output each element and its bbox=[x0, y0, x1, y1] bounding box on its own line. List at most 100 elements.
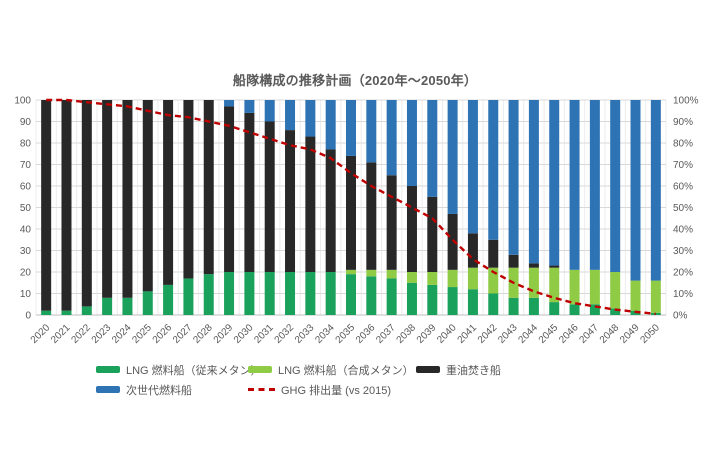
x-axis-label: 2028 bbox=[191, 322, 215, 346]
bar-segment bbox=[224, 272, 235, 315]
bar-segment bbox=[528, 100, 539, 264]
y-axis-label-left: 40 bbox=[20, 225, 32, 236]
bar-segment bbox=[305, 100, 316, 137]
bar-segment bbox=[508, 297, 519, 315]
x-axis-label: 2023 bbox=[90, 322, 114, 346]
bar-segment bbox=[386, 269, 397, 279]
bar-segment bbox=[61, 100, 72, 311]
bar-segment bbox=[508, 254, 519, 268]
y-axis-label-left: 100 bbox=[14, 96, 31, 107]
x-axis-label: 2037 bbox=[374, 322, 398, 346]
bar-segment bbox=[305, 272, 316, 315]
y-axis-label-right: 80% bbox=[673, 139, 693, 150]
bar-segment bbox=[650, 280, 661, 313]
bar-segment bbox=[366, 100, 377, 163]
y-axis-label-right: 20% bbox=[673, 268, 693, 279]
x-axis-label: 2020 bbox=[29, 322, 53, 346]
legend-item-next-generation: 次世代燃料船 bbox=[96, 381, 248, 398]
bar-segment bbox=[346, 155, 356, 270]
bar-segment bbox=[589, 269, 600, 305]
bar-segment bbox=[406, 282, 417, 315]
bar-segment bbox=[650, 100, 661, 281]
bar-segment bbox=[325, 149, 336, 272]
bar-segment bbox=[569, 100, 580, 270]
bar-segment bbox=[264, 100, 275, 122]
x-axis-label: 2050 bbox=[638, 322, 662, 346]
bar-segment bbox=[589, 100, 600, 270]
legend-dash-ghg-emissions-line bbox=[248, 388, 275, 391]
bar-segment bbox=[528, 267, 539, 298]
bar-segment bbox=[488, 267, 499, 294]
x-axis-label: 2048 bbox=[598, 322, 622, 346]
x-axis-label: 2029 bbox=[212, 322, 236, 346]
y-axis-label-left: 50 bbox=[20, 203, 32, 214]
legend-label: GHG 排出量 (vs 2015) bbox=[281, 384, 392, 397]
x-axis-label: 2044 bbox=[517, 322, 541, 346]
bar-segment bbox=[467, 289, 478, 315]
bar-segment bbox=[203, 274, 214, 315]
bar-segment bbox=[427, 272, 438, 285]
y-axis-label-right: 30% bbox=[673, 246, 693, 257]
x-axis-label: 2049 bbox=[618, 322, 642, 346]
bar-segment bbox=[346, 274, 356, 315]
bar-segment bbox=[122, 297, 133, 315]
bar-segment bbox=[264, 272, 275, 315]
bar-segment bbox=[610, 308, 621, 315]
bar-segment bbox=[386, 175, 397, 270]
bar-segment bbox=[244, 112, 255, 273]
bar-segment bbox=[41, 100, 52, 311]
bar-segment bbox=[386, 100, 397, 176]
y-axis-label-right: 100% bbox=[673, 96, 699, 107]
bar-segment bbox=[61, 310, 72, 315]
x-axis-label: 2026 bbox=[151, 322, 175, 346]
bar-segment bbox=[285, 130, 296, 272]
y-axis-label-left: 70 bbox=[20, 160, 32, 171]
bar-segment bbox=[406, 272, 417, 283]
y-axis-label-left: 80 bbox=[20, 139, 32, 150]
bar-segment bbox=[630, 100, 641, 281]
bar-segment bbox=[447, 287, 458, 315]
x-axis-label: 2045 bbox=[537, 322, 561, 346]
y-axis-label-right: 70% bbox=[673, 160, 693, 171]
y-axis-label-right: 0% bbox=[673, 311, 688, 322]
bar-segment bbox=[528, 263, 539, 268]
x-axis-label: 2034 bbox=[313, 322, 337, 346]
x-axis-label: 2027 bbox=[171, 322, 195, 346]
bar-segment bbox=[467, 100, 478, 234]
bar-segment bbox=[528, 297, 539, 315]
x-axis-label: 2025 bbox=[130, 322, 154, 346]
bar-segment bbox=[427, 284, 438, 315]
y-axis-label-left: 60 bbox=[20, 182, 32, 193]
y-axis-label-left: 0 bbox=[25, 311, 31, 322]
bar-segment bbox=[549, 265, 560, 268]
x-axis-label: 2033 bbox=[293, 322, 317, 346]
bar-segment bbox=[81, 306, 92, 315]
bar-segment bbox=[630, 280, 641, 311]
bar-segment bbox=[467, 267, 478, 290]
y-axis-label-right: 60% bbox=[673, 182, 693, 193]
x-axis-label: 2032 bbox=[273, 322, 297, 346]
legend-label: 次世代燃料船 bbox=[126, 384, 192, 397]
legend-swatch-heavy-oil-ship bbox=[416, 366, 440, 373]
bar-segment bbox=[366, 162, 377, 270]
bar-segment bbox=[102, 297, 113, 315]
bar-segment bbox=[325, 100, 336, 150]
bar-segment bbox=[508, 100, 519, 255]
ghg-emissions-line bbox=[46, 98, 656, 316]
x-axis-label: 2041 bbox=[456, 322, 480, 346]
bar-segment bbox=[244, 272, 255, 315]
x-axis-label: 2038 bbox=[395, 322, 419, 346]
x-axis-label: 2031 bbox=[252, 322, 276, 346]
bar-segment bbox=[406, 100, 417, 186]
legend-label: LNG 燃料船（合成メタン） bbox=[278, 364, 414, 377]
y-axis-label-right: 50% bbox=[673, 203, 693, 214]
y-axis-label-right: 90% bbox=[673, 117, 693, 128]
x-axis-label: 2039 bbox=[415, 322, 439, 346]
legend-swatch-lng-synthetic-methane bbox=[248, 366, 272, 373]
bar-segment bbox=[203, 100, 214, 275]
bar-segment bbox=[244, 100, 255, 113]
x-axis-label: 2022 bbox=[69, 322, 93, 346]
y-axis-label-left: 30 bbox=[20, 246, 32, 257]
